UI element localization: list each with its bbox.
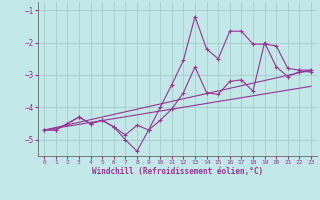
X-axis label: Windchill (Refroidissement éolien,°C): Windchill (Refroidissement éolien,°C): [92, 167, 263, 176]
